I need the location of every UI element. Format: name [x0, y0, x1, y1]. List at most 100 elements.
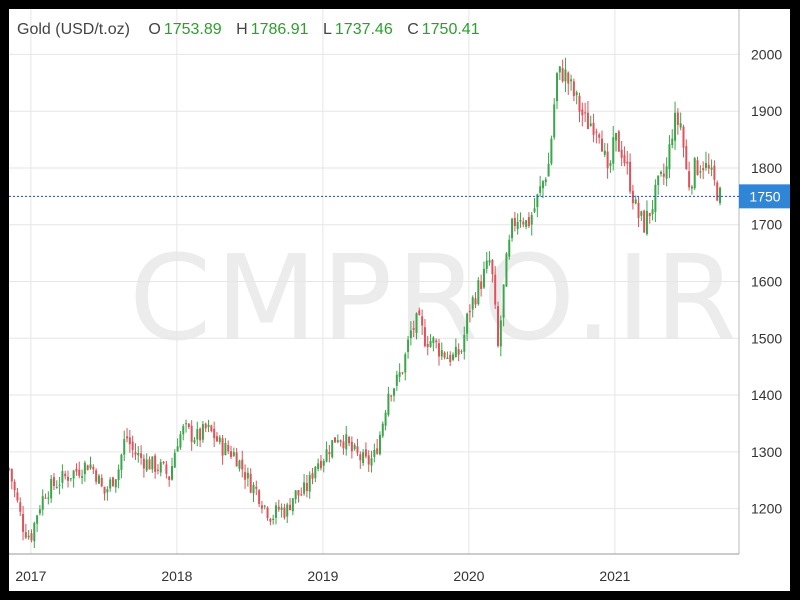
candle-down	[10, 468, 13, 482]
candle-down	[319, 460, 322, 469]
candle-up	[710, 167, 713, 170]
candle-up	[395, 374, 398, 386]
candle-down	[620, 149, 623, 158]
candle-up	[466, 313, 469, 334]
candle-down	[165, 464, 168, 474]
candle-up	[274, 505, 277, 518]
candle-down	[311, 473, 314, 479]
candle-down	[215, 436, 218, 442]
candle-up	[429, 340, 432, 347]
candle-up	[171, 466, 174, 480]
candle-down	[567, 72, 570, 84]
candle-down	[44, 497, 47, 499]
candle-down	[606, 151, 609, 169]
candle-up	[452, 354, 455, 360]
candle-up	[294, 490, 297, 500]
x-tick-label: 2019	[307, 568, 338, 584]
candle-up	[322, 460, 325, 466]
candle-up	[432, 337, 435, 344]
candle-down	[134, 452, 137, 455]
candle-up	[72, 470, 75, 479]
close-value: 1750.41	[421, 21, 480, 38]
candle-down	[199, 428, 202, 441]
candle-down	[629, 161, 632, 192]
candle-down	[598, 134, 601, 138]
candle-down	[626, 161, 629, 164]
candle-up	[539, 186, 542, 193]
candle-up	[246, 472, 249, 479]
candle-down	[527, 217, 530, 227]
candle-down	[249, 473, 252, 493]
candle-down	[13, 481, 16, 491]
current-price-badge	[739, 184, 790, 209]
candle-down	[30, 533, 33, 541]
candle-down	[716, 182, 719, 201]
candle-down	[412, 328, 415, 330]
candle-up	[499, 320, 502, 347]
candle-up	[69, 478, 72, 480]
ohlc-legend: Gold (USD/t.oz) O 1753.89 H 1786.91 L 1737.…	[17, 21, 480, 39]
candle-down	[255, 486, 258, 489]
candle-down	[103, 486, 106, 494]
candle-up	[291, 498, 294, 512]
candle-down	[213, 428, 216, 439]
candle-up	[272, 518, 275, 521]
candle-up	[123, 439, 126, 455]
candle-up	[38, 509, 41, 514]
candle-up	[525, 220, 528, 227]
candle-up	[303, 482, 306, 494]
candle-down	[702, 168, 705, 171]
candle-down	[67, 476, 70, 481]
candle-down	[19, 502, 22, 512]
candle-up	[393, 388, 396, 396]
candle-down	[86, 465, 89, 471]
candle-down	[494, 274, 497, 305]
candle-up	[454, 346, 457, 357]
candle-up	[564, 69, 567, 82]
candle-down	[443, 352, 446, 358]
candle-up	[553, 104, 556, 138]
candle-down	[348, 436, 351, 444]
candle-up	[179, 434, 182, 448]
candle-up	[704, 162, 707, 168]
candle-down	[244, 472, 247, 480]
candle-down	[100, 477, 103, 487]
candle-up	[114, 479, 117, 488]
candle-up	[407, 339, 410, 353]
candle-down	[435, 340, 438, 343]
candle-up	[370, 458, 373, 466]
candle-up	[33, 522, 36, 542]
candle-up	[603, 150, 606, 155]
candle-up	[415, 313, 418, 333]
candle-down	[696, 160, 699, 175]
candle-down	[426, 344, 429, 348]
y-tick-label: 1800	[751, 160, 782, 176]
candle-up	[145, 459, 148, 471]
candle-down	[241, 459, 244, 470]
candle-down	[376, 448, 379, 454]
candle-up	[516, 221, 519, 230]
low-value: 1737.46	[334, 21, 393, 38]
candle-up	[533, 208, 536, 212]
candle-down	[390, 395, 393, 397]
candle-down	[128, 437, 131, 445]
candle-up	[690, 186, 693, 189]
x-tick-label: 2018	[161, 568, 192, 584]
candle-down	[364, 449, 367, 457]
candle-down	[356, 446, 359, 453]
candle-up	[106, 489, 109, 493]
candle-down	[300, 494, 303, 496]
candle-up	[280, 507, 283, 510]
current-price-label: 1750	[749, 188, 780, 204]
candle-up	[645, 210, 648, 235]
candle-up	[544, 179, 547, 183]
candle-up	[218, 437, 221, 443]
candle-up	[508, 239, 511, 257]
price-chart[interactable]: 1200 1300 1400 1500 1600 1700 1800 1900 2000 2017…	[9, 9, 790, 591]
candle-down	[572, 81, 575, 96]
candle-up	[336, 440, 339, 443]
candle-up	[719, 187, 722, 204]
candle-up	[314, 466, 317, 479]
candle-down	[713, 165, 716, 180]
candle-up	[640, 211, 643, 216]
